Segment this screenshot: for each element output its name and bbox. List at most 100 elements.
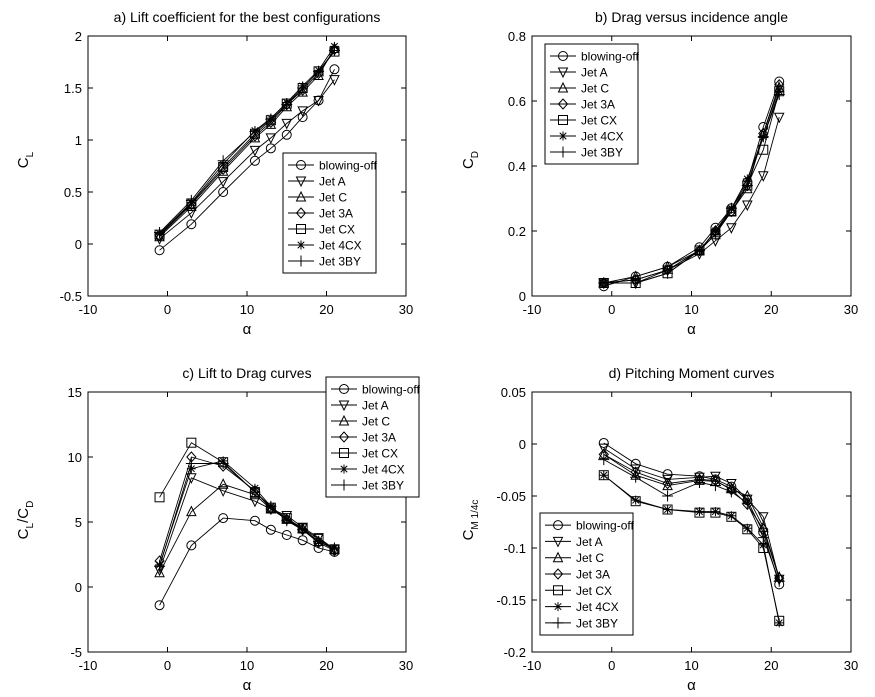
data-point [186, 437, 197, 448]
x-tick-label: -10 [79, 658, 98, 673]
data-point [630, 277, 642, 289]
x-tick-label: 20 [764, 302, 778, 317]
data-point [297, 535, 308, 546]
legend-label: Jet 3BY [581, 146, 623, 160]
x-tick-label: 30 [399, 658, 413, 673]
legend-marker [338, 479, 350, 491]
legend-label: Jet 3BY [576, 616, 618, 630]
data-point [297, 524, 309, 536]
legend-label: Jet CX [362, 447, 398, 461]
y-tick-label: 1.5 [64, 81, 82, 96]
y-tick-label: -0.5 [60, 289, 82, 304]
data-point [598, 454, 610, 466]
legend: blowing-off Jet A Jet C Jet 3A Jet CX Jet 4CX… [282, 152, 377, 274]
data-point [265, 133, 277, 145]
y-tick-label: 0.05 [501, 385, 526, 400]
series-jet-a [154, 473, 340, 577]
legend-label: Jet 4CX [581, 130, 624, 144]
x-tick-label: 0 [164, 302, 171, 317]
y-tick-label: 0 [519, 437, 526, 452]
x-tick-label: -10 [79, 302, 98, 317]
legend-marker [557, 146, 569, 158]
data-point [726, 223, 737, 234]
legend-label: Jet 3A [576, 568, 610, 582]
data-point [313, 536, 325, 547]
x-tick-label: 30 [844, 658, 858, 673]
series-line [159, 463, 335, 567]
data-point [281, 511, 293, 522]
legend-marker [553, 520, 563, 531]
series-line [159, 79, 335, 240]
data-point [773, 89, 785, 100]
x-tick-label: 0 [608, 302, 615, 317]
data-point [741, 497, 753, 509]
data-point [774, 76, 785, 87]
legend-marker [552, 551, 564, 563]
data-point [328, 542, 340, 554]
legend-label: Jet 4CX [576, 600, 619, 614]
legend-item: Jet C [331, 415, 390, 429]
data-point [630, 458, 641, 469]
data-point [694, 507, 704, 517]
legend-label: blowing-off [581, 50, 639, 64]
data-point [630, 471, 642, 483]
data-point [154, 245, 165, 256]
y-axis-label: CM 1/4c [460, 500, 481, 541]
legend-marker [553, 585, 563, 596]
data-point [249, 486, 261, 498]
chart-title: b) Drag versus incidence angle [595, 9, 788, 25]
legend-marker [295, 207, 307, 219]
legend-item: Jet C [545, 551, 604, 565]
legend-label: Jet A [319, 175, 346, 189]
data-point [154, 566, 165, 578]
legend-item: blowing-off [288, 159, 377, 173]
legend-marker [552, 568, 564, 580]
legend-marker [296, 224, 306, 234]
data-point [631, 495, 641, 505]
y-tick-label: 15 [68, 385, 82, 400]
legend-item: Jet CX [545, 584, 612, 598]
series-jet-4cx [599, 470, 784, 628]
legend-marker [338, 431, 350, 443]
data-point [329, 75, 340, 86]
x-tick-label: 0 [608, 658, 615, 673]
legend-label: Jet CX [581, 114, 617, 128]
data-point [297, 106, 308, 117]
panel-a-lift-coefficient: a) Lift coefficient for the best configu… [15, 9, 413, 338]
data-point [662, 490, 674, 502]
legend-item: Jet 3BY [545, 616, 618, 630]
data-point [709, 228, 721, 240]
legend-marker [339, 384, 349, 394]
data-point [265, 503, 277, 515]
data-point [281, 530, 292, 540]
data-point [757, 171, 769, 182]
data-point [186, 505, 197, 517]
data-point [186, 540, 197, 551]
panel-d-pitching-moment: d) Pitching Moment curves -10 0 10 20 30 -0.2 -… [460, 365, 858, 694]
data-point [773, 575, 785, 587]
x-tick-label: 20 [319, 658, 333, 673]
data-point [249, 515, 260, 526]
legend-marker [296, 240, 306, 250]
x-tick-label: 10 [684, 658, 698, 673]
series-jet-3by [154, 458, 340, 572]
legend-item: Jet A [545, 535, 603, 549]
legend-marker [295, 176, 307, 188]
data-point [709, 480, 721, 492]
chart-title: c) Lift to Drag curves [182, 365, 311, 381]
legend-marker [296, 160, 306, 170]
legend-marker [339, 464, 349, 474]
data-point [598, 443, 610, 455]
x-axis-label: α [243, 321, 252, 338]
legend-item: blowing-off [331, 383, 420, 397]
data-point [693, 245, 705, 256]
data-point [154, 227, 166, 239]
y-tick-label: 0 [75, 580, 82, 595]
data-point [662, 267, 674, 279]
legend-marker [295, 190, 307, 202]
data-point [313, 95, 324, 107]
y-tick-label: 10 [68, 450, 82, 465]
data-point [742, 174, 752, 184]
data-point [281, 515, 293, 527]
